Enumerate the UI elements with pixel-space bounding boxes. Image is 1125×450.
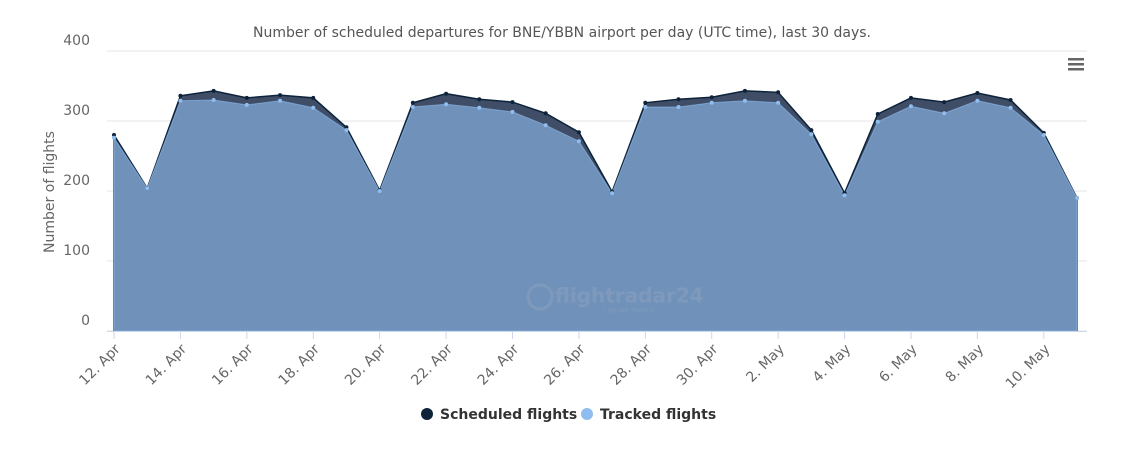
x-tick-label: 12. Apr	[76, 341, 124, 389]
point-marker	[942, 100, 947, 105]
point-marker	[875, 119, 880, 124]
point-marker	[112, 135, 116, 140]
point-marker	[676, 105, 681, 109]
point-marker	[278, 93, 283, 98]
point-marker	[211, 88, 216, 93]
point-marker	[311, 95, 316, 100]
point-marker	[676, 97, 681, 102]
y-tick-label: 400	[63, 33, 90, 49]
point-marker	[211, 98, 216, 102]
point-marker	[576, 130, 581, 135]
point-marker	[975, 98, 980, 103]
x-tick-label: 20. Apr	[342, 341, 390, 389]
chart-title: Number of scheduled departures for BNE/Y…	[253, 25, 871, 41]
watermark-text: flightradar24	[555, 284, 704, 308]
point-marker	[543, 123, 548, 128]
point-marker	[776, 90, 781, 95]
x-tick-label: 2. May	[743, 341, 787, 385]
point-marker	[244, 95, 249, 100]
x-tick-label: 8. May	[943, 341, 987, 385]
point-marker	[1008, 98, 1013, 102]
point-marker	[178, 93, 183, 98]
x-tick-label: 4. May	[810, 341, 854, 385]
point-marker	[875, 112, 880, 116]
y-tick-label: 200	[63, 173, 90, 189]
x-tick-label: 30. Apr	[674, 341, 722, 389]
point-marker	[311, 105, 316, 110]
point-marker	[278, 98, 283, 103]
x-tick-label: 10. May	[1003, 341, 1054, 392]
point-marker	[344, 128, 349, 133]
point-marker	[377, 189, 382, 193]
point-marker	[477, 105, 482, 110]
point-marker	[178, 98, 183, 103]
x-tick-label: 22. Apr	[408, 341, 456, 389]
legend-label: Scheduled flights	[440, 407, 577, 423]
point-marker	[510, 100, 515, 105]
x-tick-label: 28. Apr	[608, 341, 656, 389]
x-tick-label: 6. May	[876, 341, 920, 385]
y-tick-label: 300	[63, 103, 90, 119]
point-marker	[809, 132, 814, 137]
y-axis-label: Number of flights	[42, 131, 58, 253]
x-tick-label: 26. Apr	[541, 341, 589, 389]
point-marker	[975, 91, 980, 95]
point-marker	[410, 100, 415, 105]
legend-marker	[421, 408, 433, 420]
point-marker	[410, 105, 415, 109]
point-marker	[145, 186, 150, 191]
point-marker	[1008, 105, 1013, 110]
point-marker	[643, 105, 648, 109]
point-marker	[610, 191, 615, 196]
point-marker	[908, 95, 913, 100]
point-marker	[510, 109, 515, 114]
x-tick-label: 16. Apr	[209, 341, 257, 389]
point-marker	[477, 97, 482, 102]
point-marker	[444, 91, 449, 96]
point-marker	[112, 133, 116, 137]
point-marker	[776, 100, 781, 105]
point-marker	[908, 104, 913, 109]
point-marker	[742, 98, 747, 103]
point-marker	[444, 102, 449, 107]
menu-icon[interactable]	[1068, 58, 1084, 71]
point-marker	[942, 111, 947, 116]
point-marker	[709, 95, 714, 100]
point-marker	[1041, 133, 1046, 137]
y-tick-label: 0	[81, 313, 90, 329]
point-marker	[709, 100, 714, 105]
legend-label: Tracked flights	[600, 407, 716, 423]
x-tick-label: 14. Apr	[143, 341, 191, 389]
y-tick-label: 100	[63, 243, 90, 259]
point-marker	[244, 102, 249, 107]
point-marker	[576, 139, 581, 144]
point-marker	[1075, 196, 1079, 200]
x-tick-label: 18. Apr	[276, 341, 324, 389]
point-marker	[543, 111, 548, 116]
point-marker	[643, 100, 648, 105]
watermark-icon	[526, 283, 554, 311]
point-marker	[344, 125, 349, 130]
point-marker	[842, 193, 847, 198]
legend-marker	[581, 408, 593, 420]
x-tick-label: 24. Apr	[475, 341, 523, 389]
point-marker	[809, 128, 814, 133]
watermark-subtitle: LIVE AIR TRAFFIC	[604, 308, 655, 315]
point-marker	[742, 88, 747, 93]
